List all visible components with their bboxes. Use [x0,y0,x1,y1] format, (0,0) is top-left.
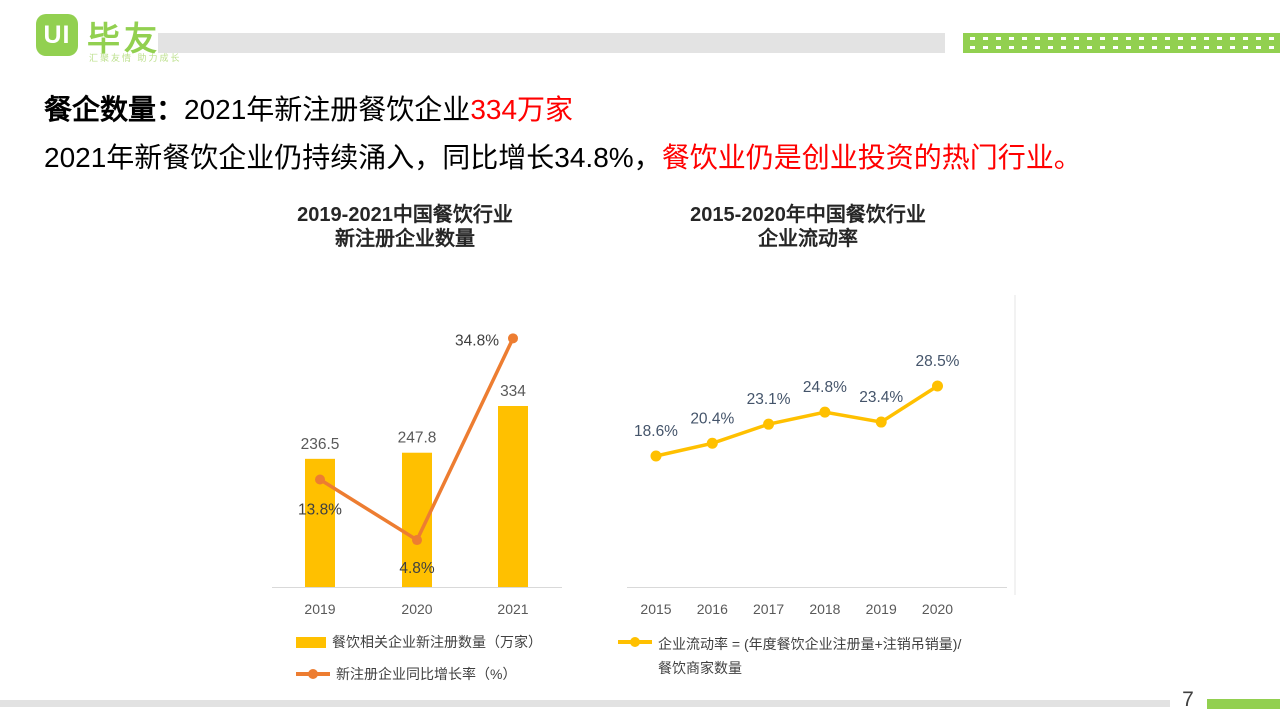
line-marker-icon [630,637,640,647]
line-swatch-icon [296,669,330,679]
growth-rate-point [315,474,325,485]
flow-rate-label: 28.5% [916,353,960,370]
legend-label: 餐饮相关企业新注册数量（万家） [332,634,542,650]
brand-logo-text: UI [43,20,71,49]
chart1-title-line2: 新注册企业数量 [335,228,475,250]
flow-rate-label: 23.1% [747,391,791,408]
flow-rate-label: 24.8% [803,379,847,396]
chart1-x-tick: 2020 [401,601,432,617]
flow-rate-label: 20.4% [690,410,734,427]
bar-value-label: 334 [500,383,526,400]
chart2-legend: 企业流动率 = (年度餐饮企业注册量+注销吊销量)/餐饮商家数量 [618,632,970,692]
headline-highlight: 334万家 [470,94,574,125]
flow-rate-label: 18.6% [634,423,678,440]
chart2-x-tick: 2018 [809,601,840,617]
section-divider [1014,295,1016,595]
legend-item-bar-series: 餐饮相关企业新注册数量（万家） [296,632,542,652]
chart2-title-line1: 2015-2020年中国餐饮行业 [690,204,926,226]
chart2-x-tick: 2015 [640,601,671,617]
legend-label: 企业流动率 = (年度餐饮企业注册量+注销吊销量)/餐饮商家数量 [658,636,962,676]
page-number: 7 [1182,688,1194,711]
footer-rule [0,700,1170,707]
flow-rate-point [650,450,662,462]
chart2-title-line2: 企业流动率 [758,228,858,250]
headline-body-2: 2021年新餐饮企业仍持续涌入，同比增长34.8%， [44,142,662,173]
headline-body: 2021年新注册餐饮企业 [184,94,471,125]
footer-accent-bar [1207,699,1280,709]
line-swatch-icon [618,637,652,647]
flow-rate-line [655,384,939,458]
chart2-title: 2015-2020年中国餐饮行业 企业流动率 [643,203,973,251]
accent-dash-pattern [970,46,1277,49]
growth-rate-label: 34.8% [455,332,499,349]
chart2-x-tick: 2017 [753,601,784,617]
growth-rate-point [508,333,518,344]
chart1-x-tick: 2021 [497,601,528,617]
chart1-x-tick: 2019 [304,601,335,617]
flow-rate-point [932,380,943,392]
chart1-title-line1: 2019-2021中国餐饮行业 [297,204,513,226]
growth-rate-label: 13.8% [298,502,342,519]
headline-line-2: 2021年新餐饮企业仍持续涌入，同比增长34.8%，餐饮业仍是创业投资的热门行业… [44,136,1082,176]
brand-name: 毕友 [87,20,161,57]
flow-rate-point [819,406,831,418]
accent-dash-pattern [970,37,1277,40]
bar-2021 [498,406,528,587]
brand-logo: UI [36,14,78,56]
headline-topic: 餐企数量： [44,94,185,125]
flow-rate-point [763,418,775,430]
flow-rate-label: 23.4% [859,389,903,406]
header-divider-bar [158,33,945,53]
line-marker-icon [308,669,318,679]
growth-rate-point [412,535,422,546]
header-accent-bar [963,33,1280,53]
chart1-title: 2019-2021中国餐饮行业 新注册企业数量 [240,203,570,251]
headline-highlight-2: 餐饮业仍是创业投资的热门行业。 [661,142,1082,173]
flow-rate-point [706,437,718,449]
chart2-x-tick: 2016 [697,601,728,617]
flow-rate-point [875,416,887,428]
legend-item-flow-rate: 企业流动率 = (年度餐饮企业注册量+注销吊销量)/餐饮商家数量 [618,632,970,680]
bar-value-label: 247.8 [398,430,437,447]
bar-value-label: 236.5 [301,436,340,453]
bar-swatch-icon [296,636,326,648]
legend-label: 新注册企业同比增长率（%） [336,666,517,682]
brand-tagline: 汇聚友情 助力成长 [89,53,182,63]
chart1-legend: 餐饮相关企业新注册数量（万家） 新注册企业同比增长率（%） [296,632,542,696]
legend-item-line-series: 新注册企业同比增长率（%） [296,664,542,684]
chart2-x-tick: 2019 [866,601,897,617]
chart2-x-tick: 2020 [922,601,953,617]
growth-rate-label: 4.8% [399,560,435,577]
headline-line-1: 餐企数量：2021年新注册餐饮企业334万家 [44,88,573,128]
